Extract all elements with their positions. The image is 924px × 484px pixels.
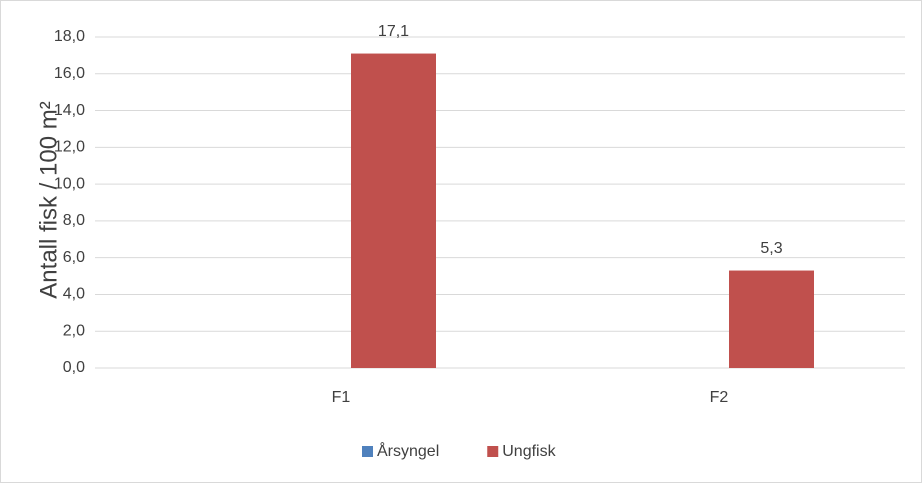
x-tick-label: F1	[332, 389, 351, 406]
bar	[729, 270, 814, 368]
y-tick-label: 8,0	[63, 212, 85, 229]
y-tick-label: 0,0	[63, 359, 85, 376]
legend-label: Årsyngel	[377, 441, 439, 460]
y-tick-label: 12,0	[54, 139, 85, 156]
x-tick-label: F2	[710, 389, 729, 406]
legend-swatch	[362, 446, 373, 457]
legend-swatch	[487, 446, 499, 457]
data-label: 5,3	[760, 240, 782, 257]
y-tick-label: 16,0	[54, 65, 85, 82]
legend-label: Ungfisk	[502, 443, 556, 460]
y-tick-label: 6,0	[63, 249, 85, 266]
y-axis-title: Antall fisk / 100 m²	[35, 101, 62, 298]
bar	[351, 53, 436, 369]
y-tick-label: 4,0	[63, 286, 85, 303]
y-tick-label: 14,0	[54, 102, 85, 119]
y-tick-label: 2,0	[63, 322, 85, 339]
data-label: 17,1	[378, 23, 409, 40]
y-tick-label: 18,0	[54, 28, 85, 45]
y-tick-label: 10,0	[54, 175, 85, 192]
